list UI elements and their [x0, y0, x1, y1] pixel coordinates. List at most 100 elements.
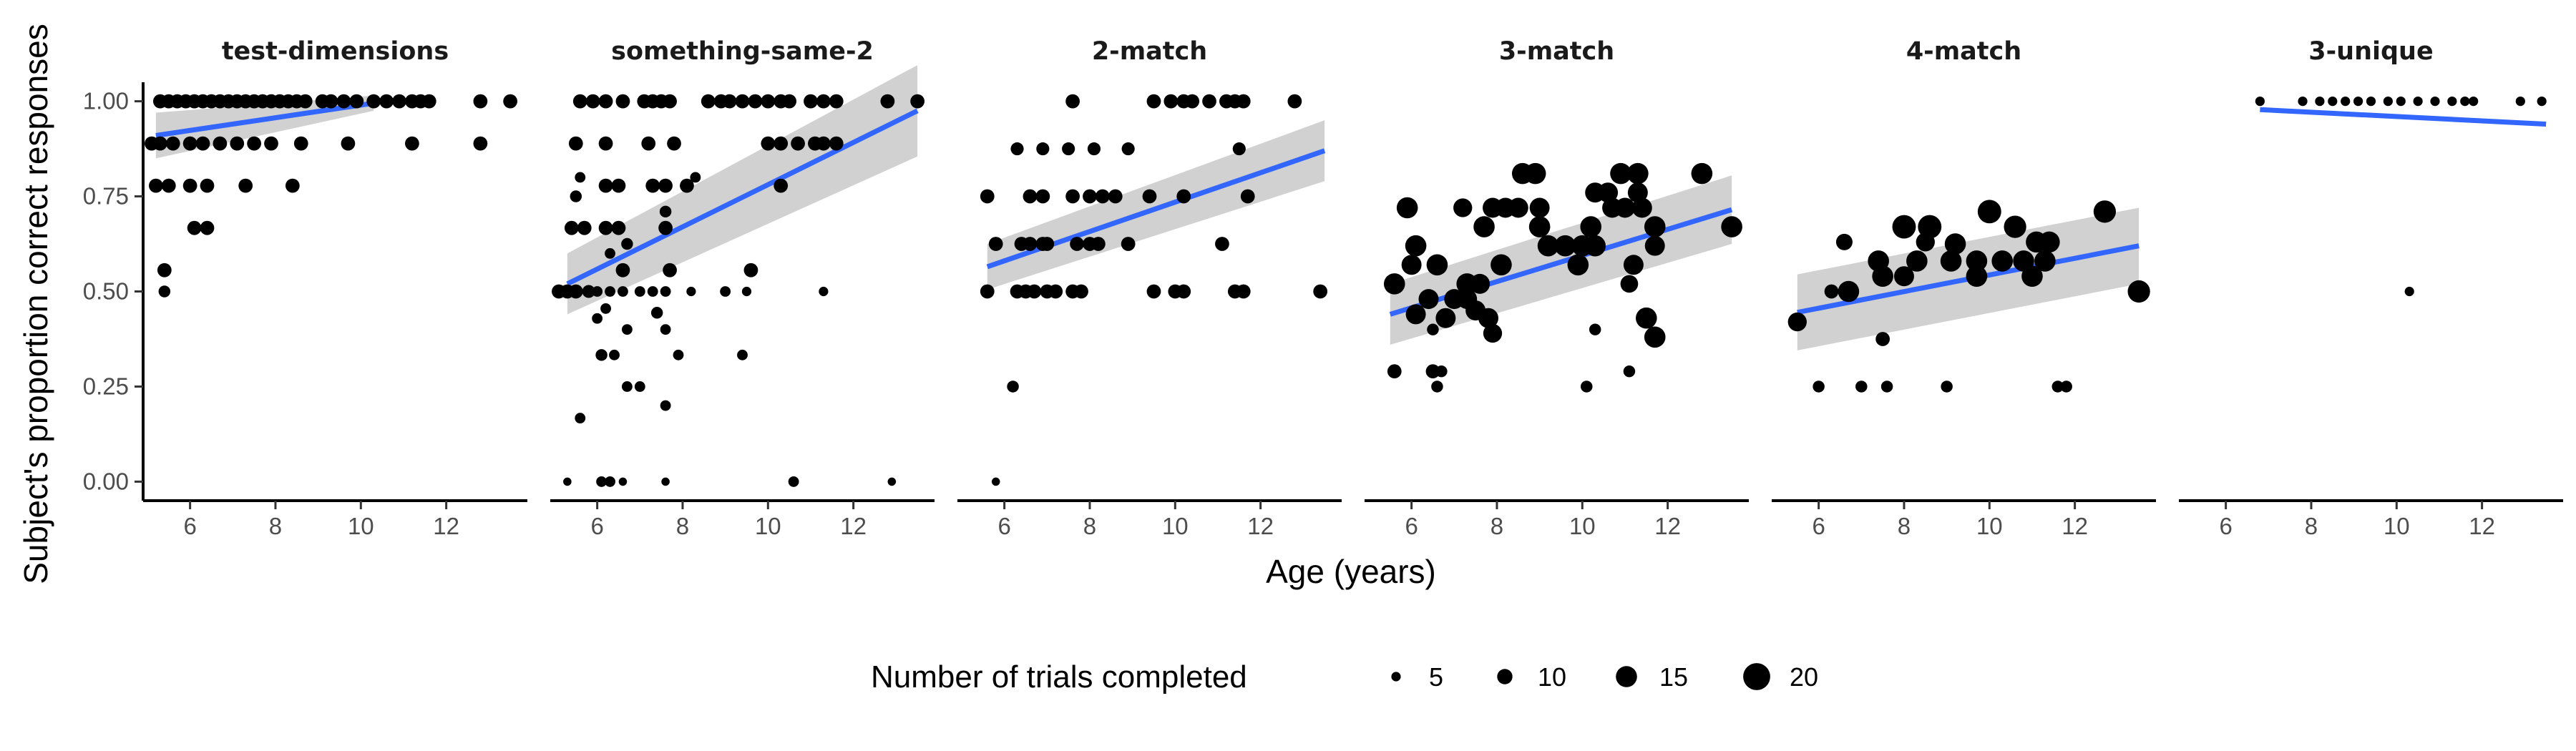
legend-key-label: 5: [1429, 662, 1443, 692]
legend-key-label: 10: [1538, 662, 1566, 692]
facet-panel: 3-unique 6 8 10 12: [2179, 37, 2563, 539]
data-point: [988, 237, 1003, 251]
data-point: [686, 286, 696, 297]
data-point: [1824, 284, 1839, 299]
data-point: [804, 94, 818, 109]
data-point: [1035, 189, 1050, 204]
data-point: [1567, 254, 1589, 276]
legend-keys: 5 10 15 20: [1391, 662, 1818, 692]
facet-title: something-same-2: [611, 37, 874, 66]
data-point: [2315, 96, 2325, 107]
y-tick-label: 1.00: [83, 88, 129, 114]
data-point: [570, 190, 582, 202]
data-point: [598, 220, 613, 235]
data-point: [2004, 215, 2026, 238]
data-point: [1581, 381, 1593, 393]
data-point: [1418, 289, 1439, 310]
data-point: [1146, 284, 1161, 299]
data-point: [1918, 215, 1942, 239]
data-point: [659, 205, 672, 218]
data-point: [1065, 189, 1080, 204]
data-point: [1478, 308, 1499, 328]
data-point: [1142, 189, 1157, 204]
data-point: [1070, 237, 1084, 251]
facet-panel: 3-match 6 8 10 12: [1365, 37, 1749, 539]
x-tick-label: 12: [1247, 513, 1274, 539]
data-point: [991, 477, 1000, 486]
x-tick-label: 12: [2469, 513, 2495, 539]
data-point: [568, 284, 583, 299]
data-point: [161, 178, 176, 193]
data-point: [2537, 96, 2547, 107]
facet-panel: 4-match 6 8 10 12: [1772, 37, 2156, 539]
data-point: [880, 94, 895, 109]
data-point: [341, 136, 356, 151]
data-point: [1425, 364, 1440, 379]
data-point: [1838, 280, 1860, 303]
data-point: [182, 178, 197, 193]
data-point: [1095, 189, 1110, 204]
data-point: [690, 172, 701, 183]
y-tick-label: 0.75: [83, 183, 129, 210]
data-point: [605, 247, 615, 259]
data-point: [1232, 142, 1246, 156]
data-point: [816, 136, 831, 151]
data-point: [663, 94, 677, 109]
legend-title: Number of trials completed: [871, 659, 1247, 694]
data-point: [1087, 142, 1101, 156]
y-tick-label: 0.00: [83, 468, 129, 494]
data-point: [1396, 197, 1418, 219]
data-point: [819, 286, 829, 297]
legend: Number of trials completed 5 10 15 20: [871, 659, 1818, 694]
data-point: [1453, 198, 1473, 217]
data-point: [1405, 304, 1426, 325]
data-point: [2298, 96, 2308, 107]
facet-title: 4-match: [1906, 37, 2021, 66]
data-point: [647, 286, 658, 297]
data-point: [1146, 94, 1161, 109]
fit-line: [155, 100, 374, 138]
data-point: [774, 136, 789, 151]
data-point: [1620, 275, 1639, 293]
data-point: [182, 136, 197, 151]
data-point: [615, 262, 630, 278]
data-point: [1048, 284, 1063, 299]
data-point: [701, 94, 716, 109]
data-point: [1977, 200, 2001, 224]
data-point: [572, 94, 587, 109]
data-point: [264, 136, 278, 151]
x-tick-label: 8: [676, 513, 689, 539]
data-point: [735, 94, 750, 109]
data-point: [1636, 307, 1657, 329]
x-tick-label: 6: [183, 513, 196, 539]
data-point: [1062, 142, 1075, 156]
data-point: [187, 220, 202, 235]
data-point: [405, 136, 419, 151]
data-point: [1644, 216, 1666, 237]
data-point: [349, 94, 364, 109]
data-point: [658, 220, 673, 235]
data-point: [1940, 250, 1962, 272]
data-point: [641, 136, 656, 151]
data-point: [1691, 162, 1713, 185]
data-point: [595, 349, 608, 361]
data-point: [564, 220, 579, 235]
facet-title: 3-unique: [2308, 37, 2433, 66]
data-point: [1623, 255, 1644, 275]
data-point: [1855, 381, 1868, 393]
data-point: [621, 324, 633, 335]
x-tick-label: 8: [1491, 513, 1503, 539]
legend-key-symbol: [1616, 666, 1637, 687]
x-tick-label: 8: [1898, 513, 1911, 539]
data-point: [1040, 237, 1055, 251]
x-tick-label: 8: [269, 513, 282, 539]
data-point: [2039, 231, 2060, 253]
data-point: [2469, 96, 2479, 107]
data-point: [2460, 96, 2470, 107]
data-point: [1813, 381, 1825, 393]
facet-title: test-dimensions: [222, 37, 449, 66]
data-point: [1554, 235, 1576, 257]
facet-title: 3-match: [1499, 37, 1614, 66]
data-point: [658, 178, 673, 193]
data-point: [1483, 323, 1503, 343]
